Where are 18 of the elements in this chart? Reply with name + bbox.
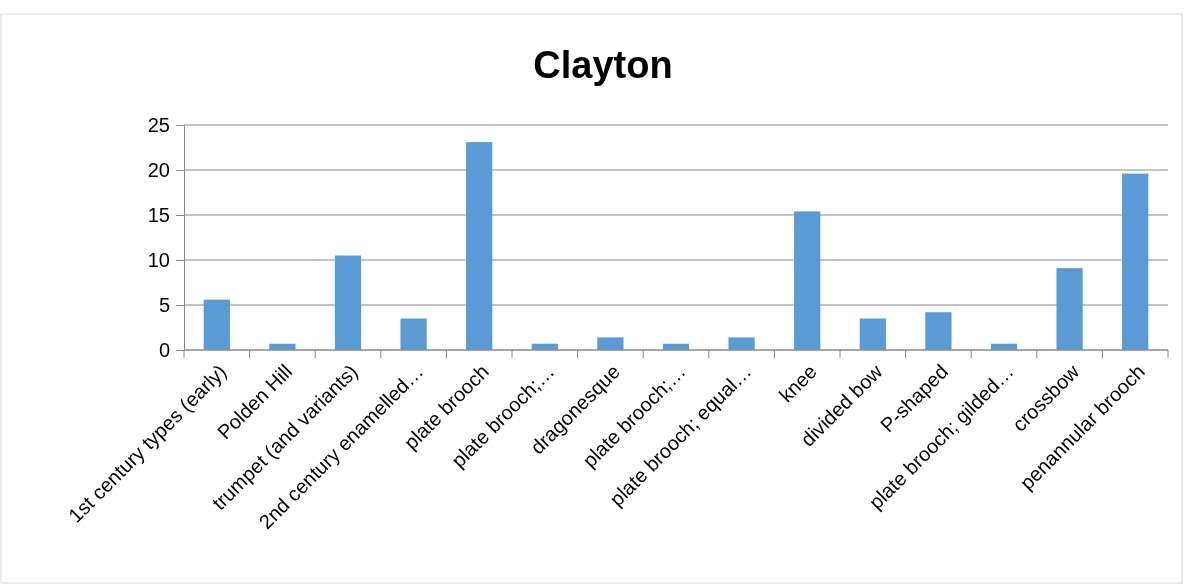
- bar: [466, 142, 493, 350]
- bar: [1122, 173, 1149, 350]
- bar: [400, 318, 427, 350]
- y-tick-label: 20: [147, 158, 170, 181]
- bar: [728, 337, 755, 350]
- y-tick-label: 25: [147, 113, 170, 136]
- bar: [1056, 268, 1083, 350]
- bar: [203, 299, 230, 350]
- y-tick-label: 15: [147, 203, 170, 226]
- bar: [794, 211, 821, 350]
- chart-title: Clayton: [533, 44, 673, 86]
- bar: [859, 318, 886, 350]
- bar: [334, 255, 362, 350]
- bar: [597, 337, 624, 350]
- y-tick-label: 5: [158, 293, 170, 316]
- bar: [925, 312, 952, 350]
- y-tick-label: 10: [147, 248, 170, 271]
- y-tick-label: 0: [158, 338, 170, 361]
